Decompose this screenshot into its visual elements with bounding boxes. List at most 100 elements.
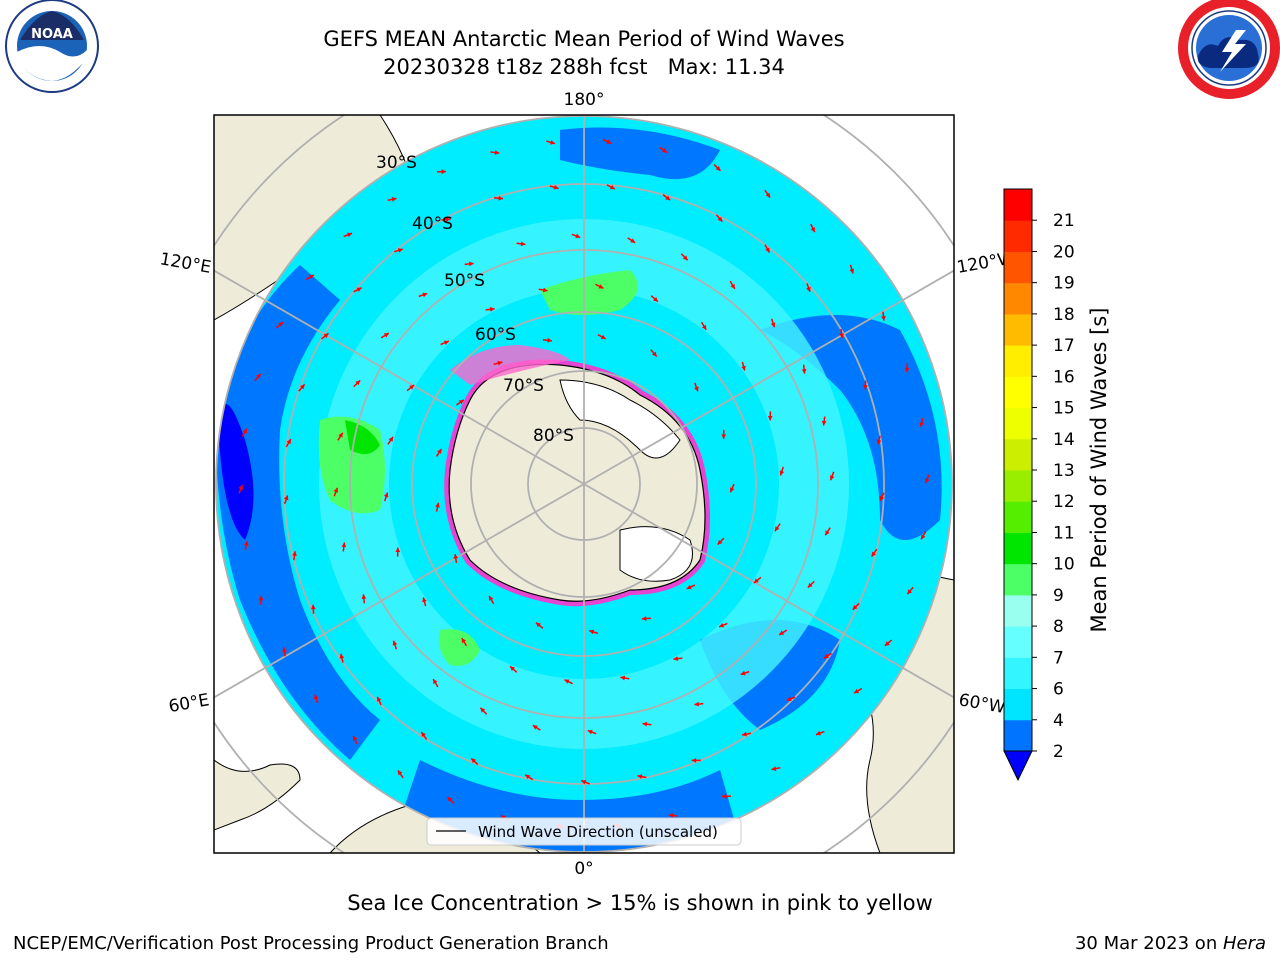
wave-arrow-head: [388, 436, 394, 442]
wave-arrow-head: [871, 551, 877, 557]
wave-arrow-head: [258, 595, 264, 601]
wave-arrow-head: [313, 694, 319, 700]
wave-arrow-head: [355, 380, 361, 386]
wave-arrow-head: [581, 780, 587, 785]
colorbar-tick-label: 20: [1053, 242, 1075, 262]
colorbar-swatch: [1004, 719, 1032, 752]
wave-arrow-head: [242, 428, 247, 434]
wave-arrow-head: [433, 679, 438, 685]
wave-arrow-head: [494, 150, 500, 155]
lon-label-60e: 60°E: [167, 690, 211, 717]
wave-arrow-head: [829, 475, 835, 481]
wave-arrow-head: [807, 582, 813, 588]
wave-arrow-head: [620, 675, 626, 681]
wave-arrow-head: [532, 725, 538, 730]
colorbar-tick-label: 9: [1053, 586, 1064, 606]
wave-arrow-head: [609, 184, 615, 190]
wave-arrow-head: [437, 448, 442, 454]
wave-arrow-head: [770, 322, 776, 328]
wave-arrow-head: [383, 333, 389, 338]
colorbar-tick-label: 13: [1053, 461, 1075, 481]
colorbar-swatch: [1004, 626, 1032, 658]
wave-arrow-head: [779, 470, 785, 476]
colorbar-tick-label: 11: [1053, 523, 1075, 543]
colorbar-swatch: [1004, 189, 1032, 221]
colorbar-swatch: [1004, 220, 1032, 252]
wave-arrow-head: [921, 534, 926, 540]
wave-arrow-head: [497, 360, 503, 366]
wave-arrow-head: [447, 797, 453, 802]
wave-arrow-head: [729, 487, 735, 493]
wave-arrow-head: [547, 337, 552, 343]
wave-arrow-head: [691, 757, 697, 763]
graticule: [214, 115, 954, 853]
map-frame: [213, 114, 955, 854]
colorbar-tick-label: 7: [1053, 648, 1064, 668]
wave-arrow-head: [771, 766, 777, 771]
colorbar-swatch: [1004, 657, 1032, 690]
colorbar-tick-label: 21: [1053, 211, 1075, 231]
wave-arrow-head: [453, 554, 459, 559]
wave-arrow-head: [575, 233, 581, 239]
wave-arrow-head: [815, 730, 821, 736]
footer-date: 30 Mar 2023 on Hera: [1075, 933, 1266, 954]
wave-arrow-head: [641, 616, 647, 621]
wave-arrow-head: [299, 384, 305, 390]
colorbar-under-triangle: [1003, 750, 1033, 782]
wave-arrow-head: [730, 283, 735, 289]
lon-label-180: 180°: [564, 90, 605, 110]
wave-arrow-head: [774, 526, 780, 532]
footer-platform: Hera: [1222, 933, 1266, 954]
wave-arrow-head: [353, 735, 358, 741]
wave-arrow-head: [310, 604, 316, 610]
wave-arrow-head: [839, 333, 844, 339]
wave-arrow-head: [278, 322, 284, 327]
wave-arrow-head: [286, 439, 291, 445]
wave-arrow-head: [904, 367, 910, 373]
wave-arrow-head: [255, 373, 261, 379]
wave-arrow-head: [564, 679, 570, 684]
wave-arrow-head: [283, 495, 289, 501]
legend-label: Wind Wave Direction (unscaled): [478, 823, 718, 841]
wave-arrow-head: [881, 316, 886, 321]
wave-arrow-head: [765, 247, 770, 253]
colorbar-tick-label: 12: [1053, 492, 1075, 512]
wave-arrow-head: [884, 641, 890, 646]
colorbar-swatch: [1004, 407, 1032, 440]
wave-arrow-head: [397, 770, 403, 776]
wave-arrow-head: [786, 696, 792, 702]
colorbar-swatch: [1004, 438, 1032, 471]
wave-arrow-head: [308, 274, 314, 280]
wave-arrow-head: [445, 217, 451, 222]
wave-arrow-head: [852, 604, 858, 610]
lon-label-120e: 120°E: [158, 249, 212, 278]
footer-producer: NCEP/EMC/Verification Post Processing Pr…: [13, 933, 609, 954]
lat-label-40s: 40°S: [412, 214, 453, 234]
wave-arrow-head: [849, 268, 855, 274]
lon-label-60w: 60°W: [957, 690, 1007, 718]
wave-arrow-head: [422, 292, 428, 298]
wave-arrow-head: [323, 333, 329, 338]
wave-arrow-head: [441, 169, 447, 175]
wave-arrow-head: [422, 597, 427, 603]
wave-arrow-head: [668, 813, 674, 818]
noaa-logo-icon: NOAA: [5, 0, 99, 93]
wave-arrow-head: [824, 653, 830, 659]
colorbar-swatch: [1004, 470, 1032, 502]
colorbar-tick-label: 2: [1053, 742, 1064, 762]
map-legend: Wind Wave Direction (unscaled): [426, 817, 742, 846]
wave-arrow-head: [854, 688, 860, 694]
wave-arrow-head: [391, 197, 397, 202]
colorbar-tick-label: 19: [1053, 274, 1075, 294]
noaa-logo-text: NOAA: [31, 27, 73, 42]
wave-arrow-head: [606, 139, 612, 144]
colorbar-tick-label: 6: [1053, 680, 1064, 700]
colorbar-swatch: [1004, 251, 1032, 284]
footer-date-text: 30 Mar 2023 on: [1074, 933, 1223, 954]
wave-arrow-head: [662, 148, 668, 153]
chart-subtitle: 20230328 t18z 288h fcst Max: 11.34: [383, 55, 785, 79]
wave-arrow-head: [243, 541, 249, 546]
colorbar-swatch: [1004, 282, 1032, 315]
wave-arrow-head: [333, 487, 339, 493]
